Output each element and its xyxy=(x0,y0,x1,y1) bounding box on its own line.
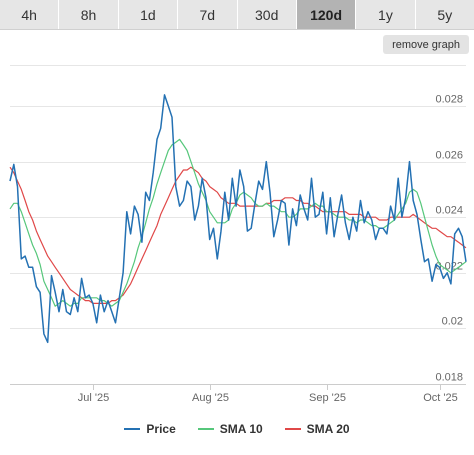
y-tick-label: 0.018 xyxy=(435,372,463,384)
remove-graph-button[interactable]: remove graph xyxy=(383,35,469,54)
range-tab-5y[interactable]: 5y xyxy=(437,6,453,23)
x-tick-label: Aug '25 xyxy=(192,392,229,404)
grid xyxy=(10,65,466,385)
range-tab-1y[interactable]: 1y xyxy=(356,0,416,29)
legend-swatch-sma-20 xyxy=(284,428,301,430)
legend-swatch-price xyxy=(124,428,141,430)
legend-item-price[interactable]: Price xyxy=(124,422,176,436)
y-tick-label: 0.024 xyxy=(435,205,463,217)
y-tick-label: 0.026 xyxy=(435,150,463,162)
legend-item-sma-20[interactable]: SMA 20 xyxy=(284,422,350,436)
legend-label-sma-20: SMA 20 xyxy=(306,422,350,436)
range-tab-8h[interactable]: 8h xyxy=(59,0,119,29)
chart-legend: Price SMA 10 SMA 20 xyxy=(0,419,474,439)
range-tab-7d[interactable]: 7d xyxy=(178,0,238,29)
range-tab-30d[interactable]: 30d xyxy=(238,0,297,29)
x-tick-label: Sep '25 xyxy=(309,392,346,404)
x-axis: Jul '25 Aug '25 Sep '25 Oct '25 xyxy=(10,384,466,404)
time-range-selector: 4h 8h 1d 7d 30d 120d 1y 5y xyxy=(0,0,474,30)
range-tab-1d[interactable]: 1d xyxy=(119,0,179,29)
legend-label-price: Price xyxy=(146,422,176,436)
series-lines xyxy=(9,94,467,344)
range-tab-120d[interactable]: 120d xyxy=(296,0,357,29)
y-tick-label: 0.02 xyxy=(442,316,463,328)
y-tick-label: 0.028 xyxy=(435,94,463,106)
legend-swatch-sma-10 xyxy=(197,428,214,430)
x-tick-label: Jul '25 xyxy=(78,392,109,404)
series-line-price xyxy=(9,94,467,344)
legend-item-sma-10[interactable]: SMA 10 xyxy=(197,422,263,436)
series-line-sma-10 xyxy=(9,138,467,307)
series-line-sma-20 xyxy=(9,166,467,304)
range-tab-4h[interactable]: 4h xyxy=(0,0,60,29)
x-tick-label: Oct '25 xyxy=(423,392,458,404)
legend-label-sma-10: SMA 10 xyxy=(219,422,263,436)
